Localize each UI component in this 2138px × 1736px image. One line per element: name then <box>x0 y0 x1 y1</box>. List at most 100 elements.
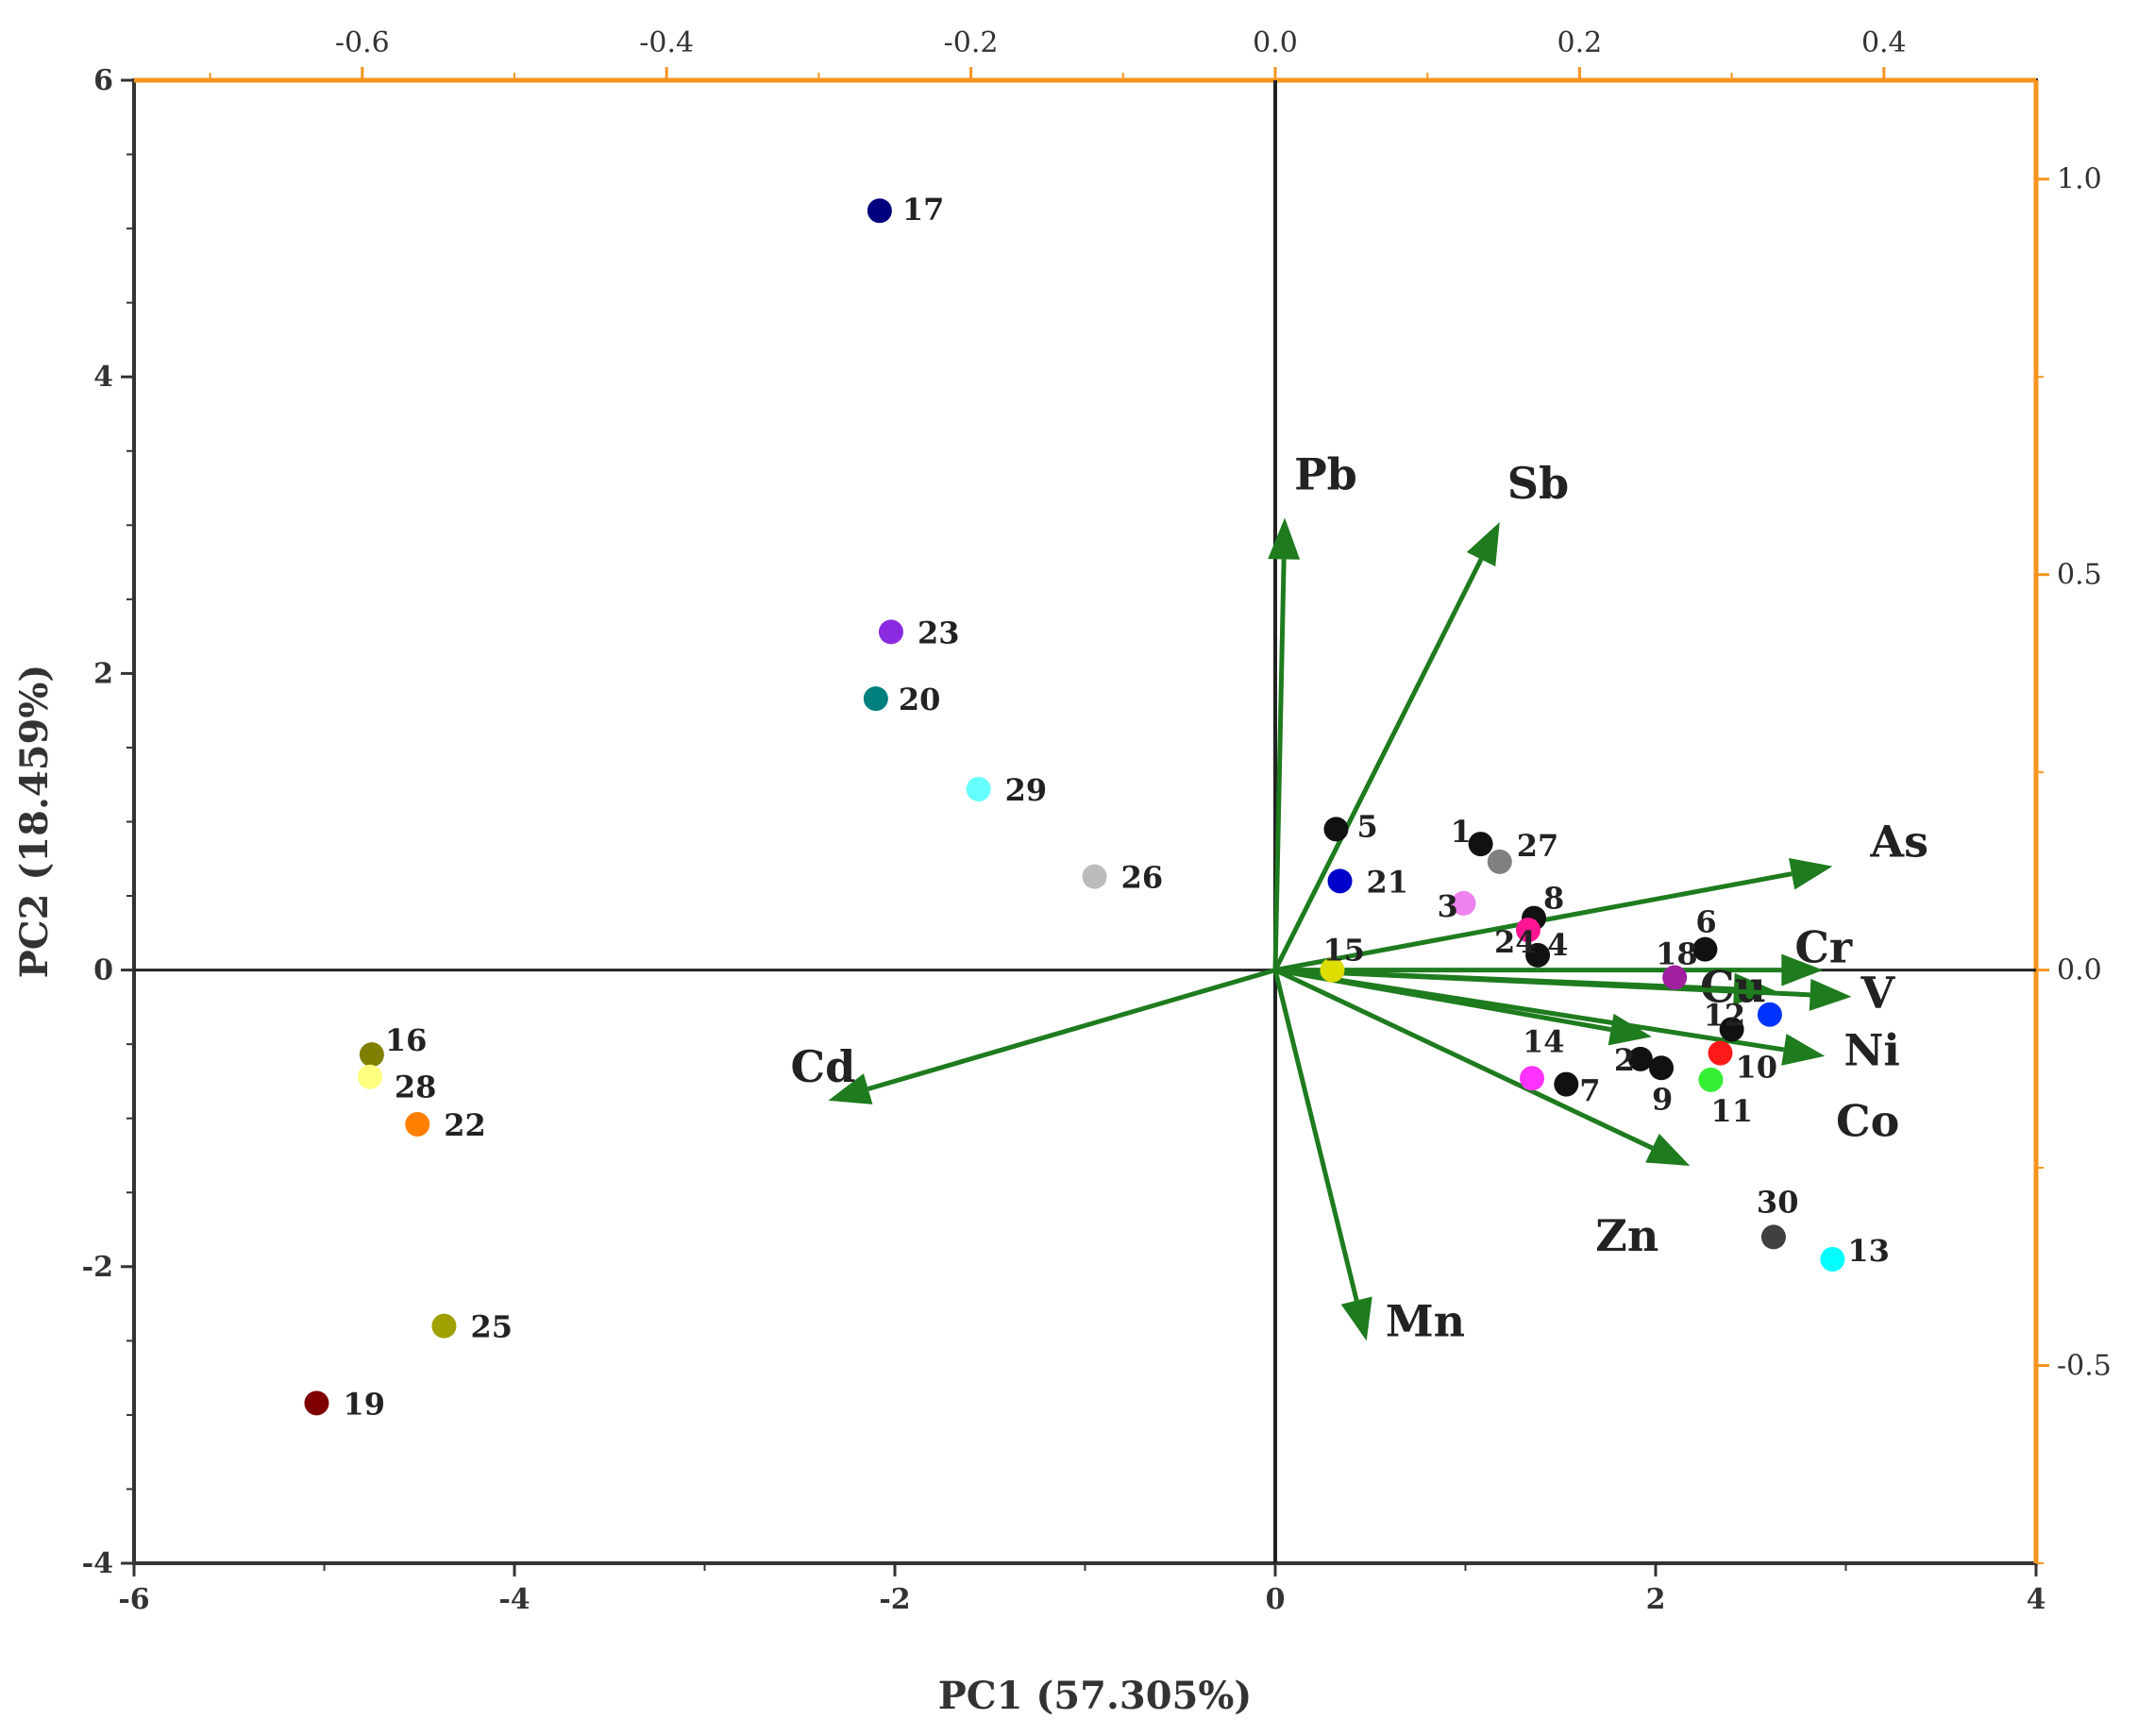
score-point-13 <box>1820 1246 1845 1272</box>
point-label-5: 5 <box>1356 808 1377 844</box>
score-point-21 <box>1327 868 1353 894</box>
score-point-18 <box>1662 965 1688 990</box>
loading-label-cr: Cr <box>1794 922 1853 973</box>
score-point-28 <box>357 1064 382 1089</box>
point-label-14: 14 <box>1523 1023 1565 1059</box>
score-point-14 <box>1520 1066 1545 1091</box>
loading-label-sb: Sb <box>1507 458 1569 509</box>
loading-arrows: Pb Sb As Cr Cu V Ni Co Zn Mn Cd <box>790 448 1928 1346</box>
arrowhead-cr <box>1781 953 1824 986</box>
point-label-1: 1 <box>1451 814 1472 850</box>
score-point-20 <box>863 686 888 712</box>
score-point-17 <box>867 198 892 224</box>
top-tick-label: -0.2 <box>944 26 999 59</box>
right-tick-label: 1.0 <box>2057 163 2102 196</box>
score-point-4 <box>1525 942 1551 968</box>
score-point-5 <box>1323 817 1349 842</box>
score-point-19 <box>304 1390 329 1416</box>
point-label-21: 21 <box>1367 864 1409 900</box>
loading-arrow-v <box>1274 968 1810 998</box>
score-point-12 <box>1719 1017 1744 1042</box>
score-point-cu_pt <box>1757 1002 1782 1027</box>
top-tick-label: 0.2 <box>1557 26 1603 59</box>
arrowhead-sb <box>1466 522 1500 567</box>
point-label-13: 13 <box>1847 1233 1890 1269</box>
point-label-7: 7 <box>1579 1073 1600 1109</box>
x-tick-label: -6 <box>118 1583 149 1616</box>
arrowhead-pb <box>1268 517 1301 560</box>
score-point-6 <box>1692 936 1718 962</box>
top-tick-label: -0.6 <box>335 26 390 59</box>
right-tick-label: 0.5 <box>2057 559 2102 592</box>
y-tick-label: 6 <box>93 64 113 97</box>
x-tick-label: 2 <box>1646 1583 1666 1616</box>
point-label-11: 11 <box>1710 1093 1753 1129</box>
right-tick-label: 0.0 <box>2057 954 2102 987</box>
score-points: 1234567891011121314151617181920212223242… <box>304 192 1890 1422</box>
point-label-30: 30 <box>1757 1184 1799 1220</box>
score-point-3 <box>1451 890 1476 916</box>
point-label-6: 6 <box>1695 904 1716 940</box>
score-point-29 <box>966 776 991 801</box>
score-point-26 <box>1082 864 1107 889</box>
loading-label-co: Co <box>1836 1095 1899 1146</box>
point-label-18: 18 <box>1656 935 1698 971</box>
point-label-10: 10 <box>1736 1050 1778 1086</box>
loading-label-pb: Pb <box>1294 448 1357 499</box>
point-label-29: 29 <box>1005 772 1048 808</box>
point-label-16: 16 <box>385 1022 428 1058</box>
arrowhead-v <box>1809 978 1852 1011</box>
arrowhead-mn <box>1340 1296 1372 1341</box>
score-point-22 <box>405 1111 430 1137</box>
y-tick-label: 4 <box>93 361 113 394</box>
point-label-23: 23 <box>917 615 960 650</box>
zero-lines <box>134 80 2036 1563</box>
loading-label-cu: Cu <box>1700 962 1766 1013</box>
point-label-19: 19 <box>343 1386 385 1422</box>
x-tick-label: 0 <box>1266 1583 1286 1616</box>
y-tick-label: 0 <box>93 954 113 987</box>
score-point-9 <box>1649 1055 1675 1081</box>
score-point-11 <box>1698 1067 1724 1092</box>
score-point-7 <box>1554 1071 1579 1097</box>
arrowhead-co <box>1608 1013 1652 1046</box>
arrowhead-cd <box>828 1073 873 1104</box>
score-point-16 <box>359 1042 384 1068</box>
loading-label-as: As <box>1869 817 1928 868</box>
loading-label-mn: Mn <box>1386 1295 1465 1346</box>
x-tick-label: -2 <box>879 1583 910 1616</box>
plot-frame <box>132 78 2038 1565</box>
score-point-10 <box>1708 1040 1733 1066</box>
point-label-26: 26 <box>1121 860 1164 896</box>
y-tick-label: -2 <box>82 1251 113 1284</box>
point-label-3: 3 <box>1437 888 1457 924</box>
x-axis-title: PC1 (57.305%) <box>938 1674 1253 1718</box>
arrowhead-zn <box>1645 1133 1691 1166</box>
score-point-24 <box>1515 918 1540 943</box>
y-tick-label: 2 <box>93 657 113 690</box>
x-tick-label: 4 <box>2027 1583 2046 1616</box>
score-point-1 <box>1468 832 1493 857</box>
arrowhead-cu <box>1733 972 1776 1005</box>
score-point-15 <box>1320 957 1345 983</box>
arrowhead-ni <box>1781 1034 1826 1066</box>
score-point-23 <box>878 619 903 645</box>
point-label-15: 15 <box>1322 933 1365 969</box>
point-label-20: 20 <box>899 682 941 717</box>
point-label-25: 25 <box>470 1309 513 1345</box>
loading-label-ni: Ni <box>1843 1025 1900 1076</box>
score-point-25 <box>431 1313 457 1339</box>
score-point-27 <box>1487 849 1512 874</box>
loading-arrow-mn <box>1272 969 1359 1302</box>
point-label-4: 4 <box>1547 927 1568 963</box>
point-label-22: 22 <box>444 1107 486 1143</box>
top-tick-label: 0.4 <box>1861 26 1907 59</box>
top-tick-label: 0.0 <box>1253 26 1298 59</box>
loading-label-v: V <box>1860 968 1896 1019</box>
x-tick-label: -4 <box>498 1583 530 1616</box>
point-label-27: 27 <box>1517 828 1559 864</box>
point-label-2: 2 <box>1614 1042 1635 1078</box>
point-label-8: 8 <box>1543 881 1564 917</box>
